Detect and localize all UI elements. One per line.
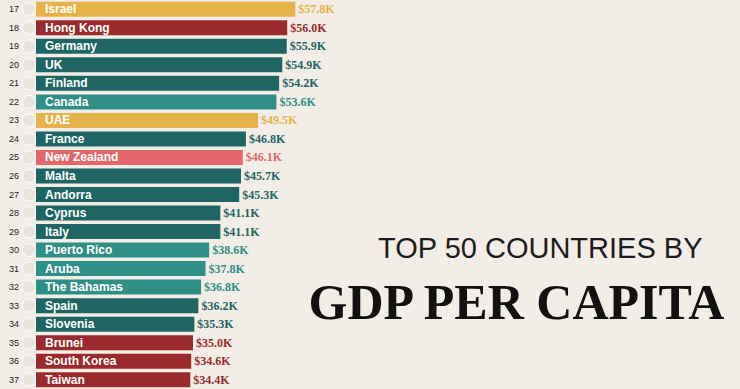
svg-text:$38.6K: $38.6K — [212, 243, 249, 257]
svg-text:$46.1K: $46.1K — [246, 150, 283, 164]
svg-text:GDP PER CAPITA: GDP PER CAPITA — [308, 274, 724, 330]
svg-text:Israel: Israel — [45, 2, 76, 16]
svg-text:Slovenia: Slovenia — [45, 317, 95, 331]
svg-text:Malta: Malta — [45, 169, 76, 183]
svg-text:$45.3K: $45.3K — [242, 188, 279, 202]
svg-text:26: 26 — [9, 171, 19, 181]
svg-text:28: 28 — [9, 208, 19, 218]
svg-text:Hong Kong: Hong Kong — [45, 21, 110, 35]
svg-text:Canada: Canada — [45, 95, 89, 109]
svg-text:$54.2K: $54.2K — [282, 76, 319, 90]
svg-text:Aruba: Aruba — [45, 262, 80, 276]
svg-text:37: 37 — [9, 375, 19, 385]
svg-text:36: 36 — [9, 356, 19, 366]
svg-text:30: 30 — [9, 245, 19, 255]
svg-text:20: 20 — [9, 60, 19, 70]
svg-text:$45.7K: $45.7K — [244, 169, 281, 183]
svg-text:23: 23 — [9, 115, 19, 125]
svg-text:Andorra: Andorra — [45, 188, 92, 202]
svg-text:17: 17 — [9, 4, 19, 14]
svg-text:$56.0K: $56.0K — [290, 21, 327, 35]
svg-text:$34.4K: $34.4K — [193, 373, 230, 387]
svg-text:TOP 50 COUNTRIES BY: TOP 50 COUNTRIES BY — [378, 232, 702, 264]
svg-text:Finland: Finland — [45, 76, 88, 90]
svg-text:35: 35 — [9, 338, 19, 348]
svg-text:Italy: Italy — [45, 225, 69, 239]
svg-text:27: 27 — [9, 190, 19, 200]
svg-text:$49.5K: $49.5K — [261, 113, 298, 127]
svg-text:Germany: Germany — [45, 39, 97, 53]
svg-text:New Zealand: New Zealand — [45, 150, 118, 164]
svg-text:34: 34 — [9, 319, 19, 329]
svg-text:Taiwan: Taiwan — [45, 373, 85, 387]
svg-text:$35.3K: $35.3K — [197, 317, 234, 331]
svg-text:$46.8K: $46.8K — [249, 132, 286, 146]
svg-text:$35.0K: $35.0K — [196, 336, 233, 350]
svg-text:19: 19 — [9, 41, 19, 51]
svg-text:32: 32 — [9, 282, 19, 292]
svg-text:$54.9K: $54.9K — [285, 58, 322, 72]
svg-text:France: France — [45, 132, 85, 146]
svg-text:$34.6K: $34.6K — [194, 354, 231, 368]
svg-text:25: 25 — [9, 152, 19, 162]
svg-text:Cyprus: Cyprus — [45, 206, 87, 220]
svg-text:Spain: Spain — [45, 299, 78, 313]
svg-text:UK: UK — [45, 58, 63, 72]
svg-text:18: 18 — [9, 23, 19, 33]
svg-text:Brunei: Brunei — [45, 336, 83, 350]
svg-text:29: 29 — [9, 227, 19, 237]
svg-text:The Bahamas: The Bahamas — [45, 280, 123, 294]
svg-text:$53.6K: $53.6K — [279, 95, 316, 109]
svg-text:$41.1K: $41.1K — [223, 225, 260, 239]
svg-text:$55.9K: $55.9K — [290, 39, 327, 53]
svg-text:$41.1K: $41.1K — [223, 206, 260, 220]
svg-text:UAE: UAE — [45, 113, 70, 127]
svg-text:21: 21 — [9, 78, 19, 88]
svg-text:24: 24 — [9, 134, 19, 144]
svg-text:Puerto Rico: Puerto Rico — [45, 243, 112, 257]
svg-text:$37.8K: $37.8K — [209, 262, 246, 276]
svg-text:$57.8K: $57.8K — [298, 2, 335, 16]
svg-text:$36.8K: $36.8K — [204, 280, 241, 294]
svg-text:31: 31 — [9, 264, 19, 274]
svg-text:33: 33 — [9, 301, 19, 311]
svg-text:22: 22 — [9, 97, 19, 107]
svg-text:South Korea: South Korea — [45, 354, 117, 368]
svg-text:$36.2K: $36.2K — [201, 299, 238, 313]
